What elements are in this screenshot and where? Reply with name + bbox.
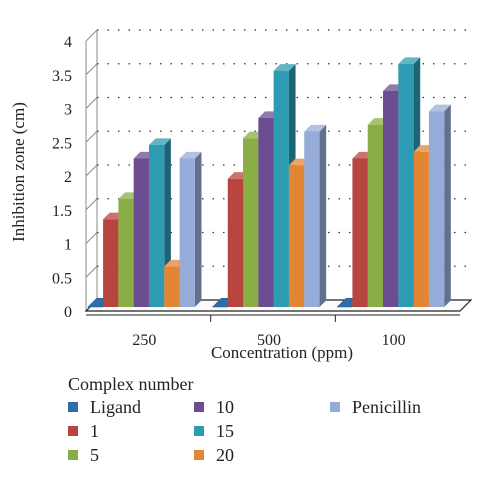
bars <box>87 57 451 308</box>
gridline-connector <box>85 63 98 76</box>
legend-swatch <box>194 450 204 460</box>
legend-label: 5 <box>90 445 99 465</box>
y-tick-label: 2 <box>64 169 72 186</box>
gridline-connector <box>85 97 98 109</box>
grid <box>85 29 471 312</box>
gridline-connector <box>85 29 98 42</box>
legend-item: Penicillin <box>330 397 421 417</box>
legend-label: 10 <box>216 397 234 417</box>
x-tick-label: 100 <box>382 332 406 349</box>
legend-swatch <box>68 402 78 412</box>
legend-label: 15 <box>216 421 234 441</box>
legend-item: 1 <box>68 421 99 441</box>
y-tick-label: 0 <box>64 304 72 321</box>
legend-label: 20 <box>216 445 234 465</box>
bar-penicillin-250 <box>179 151 202 307</box>
x-tick-label: 500 <box>257 332 281 349</box>
legend-item: 5 <box>68 445 99 465</box>
legend-swatch <box>330 402 340 412</box>
legend-item: Ligand <box>68 397 141 417</box>
gridline-connector <box>85 232 98 244</box>
legend-item: 15 <box>194 421 234 441</box>
y-tick-label: 4 <box>64 34 72 51</box>
legend-title: Complex number <box>68 374 193 394</box>
bar-penicillin-100 <box>428 104 451 308</box>
legend-swatch <box>194 402 204 412</box>
gridline-connector <box>85 198 98 211</box>
legend-item: 20 <box>194 445 234 465</box>
gridline-connector <box>85 130 98 143</box>
legend-label: 1 <box>90 421 99 441</box>
legend-label: Ligand <box>90 397 141 417</box>
y-tick-label: 3.5 <box>52 68 72 85</box>
legend-swatch <box>68 426 78 436</box>
legend-label: Penicillin <box>352 397 421 417</box>
legend-item: 10 <box>194 397 234 417</box>
legend-swatch <box>68 450 78 460</box>
bar-penicillin-500 <box>304 124 327 308</box>
y-tick-label: 1 <box>64 237 72 254</box>
y-tick-label: 0.5 <box>52 270 72 287</box>
y-tick-label: 1.5 <box>52 203 72 220</box>
y-axis-title: Inhibition zone (cm) <box>9 102 28 242</box>
tick-labels: 0 0.5 1 1.5 2 2.5 3 3.5 4 250 500 100 <box>52 34 406 349</box>
y-tick-label: 2.5 <box>52 135 72 152</box>
gridline-connector <box>85 164 98 177</box>
x-tick-label: 250 <box>132 332 156 349</box>
x-axis-title: Concentration (ppm) <box>211 343 353 362</box>
gridline-connector <box>85 265 98 278</box>
y-tick-label: 3 <box>64 102 72 119</box>
legend-swatch <box>194 426 204 436</box>
